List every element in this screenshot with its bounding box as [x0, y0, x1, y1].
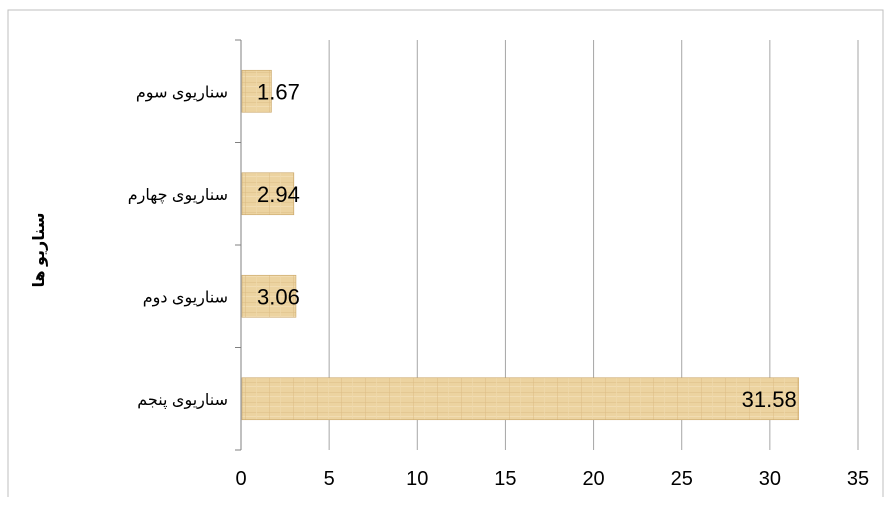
- y-axis-title: سناریو ها: [31, 212, 48, 287]
- data-label: 31.58: [742, 387, 797, 412]
- data-label: 3.06: [257, 284, 300, 309]
- category-label: سناریوی چهارم: [128, 187, 228, 205]
- chart-frame: [7, 9, 884, 497]
- category-labels: سناریوی پنجم سناریوی دوم سناریوی چهارم سنار…: [128, 84, 228, 410]
- x-tick-label: 35: [847, 468, 869, 490]
- x-tick-label: 25: [671, 468, 693, 490]
- x-tick-label: 15: [494, 468, 516, 490]
- x-tick-label: 30: [759, 468, 781, 490]
- gridlines: [328, 40, 859, 450]
- x-tick-label: 20: [582, 468, 604, 490]
- x-tick-label: 0: [235, 468, 246, 490]
- bar-1: [241, 377, 800, 421]
- x-tick-labels: 0 5 10 15 20 25 30 35: [235, 468, 869, 490]
- x-tick-label: 5: [324, 468, 335, 490]
- category-label: سناریوی پنجم: [137, 392, 228, 410]
- category-label: سناریوی دوم: [143, 289, 228, 307]
- data-labels: 31.58 3.06 2.94 1.67: [257, 79, 797, 412]
- bar-3: [241, 172, 295, 216]
- category-label: سناریوی سوم: [136, 84, 228, 102]
- data-label: 2.94: [257, 182, 300, 207]
- bar-2: [241, 274, 297, 318]
- axes: [235, 39, 242, 451]
- data-label: 1.67: [257, 79, 300, 104]
- bars: [241, 69, 800, 421]
- bar-4: [241, 69, 272, 113]
- x-tick-label: 10: [406, 468, 428, 490]
